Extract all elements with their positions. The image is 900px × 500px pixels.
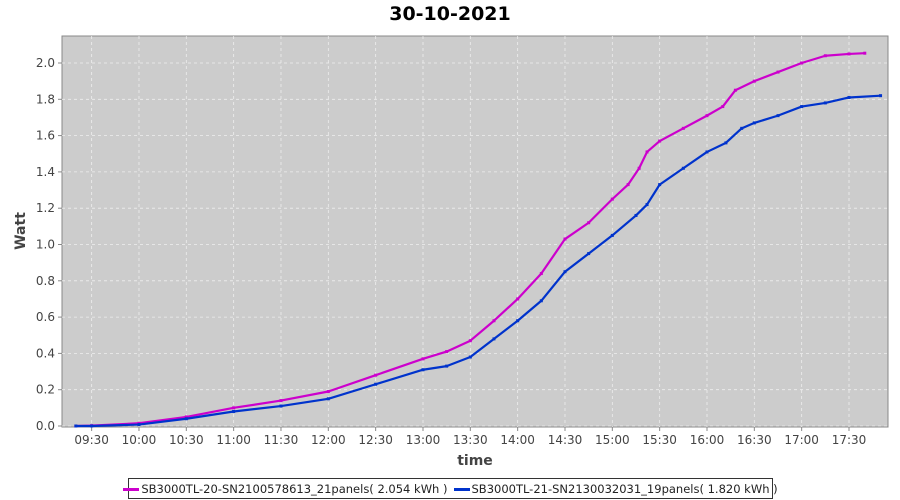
data-point	[681, 166, 685, 170]
y-tick-label: 1.2	[36, 201, 55, 215]
legend-label: SB3000TL-20-SN2100578613_21panels( 2.054…	[141, 481, 448, 496]
data-point	[610, 197, 614, 201]
x-tick-label: 12:00	[311, 433, 346, 447]
y-tick-label: 1.8	[36, 92, 55, 106]
data-point	[326, 397, 330, 401]
data-point	[587, 221, 591, 225]
series-line-1	[75, 94, 881, 428]
data-point	[184, 415, 188, 419]
y-axis-label: Watt	[13, 212, 29, 250]
y-tick-label: 0.2	[36, 383, 55, 397]
x-tick-label: 14:30	[548, 433, 583, 447]
y-tick-label: 0.0	[36, 419, 55, 433]
data-point	[823, 101, 827, 105]
data-point	[374, 373, 378, 377]
data-point	[74, 424, 78, 428]
x-tick-label: 17:30	[832, 433, 867, 447]
data-point	[90, 424, 94, 428]
x-tick-label: 11:00	[216, 433, 251, 447]
data-point	[658, 183, 662, 187]
chart-title: 30-10-2021	[389, 3, 511, 25]
x-tick-label: 12:30	[358, 433, 393, 447]
data-point	[610, 233, 614, 237]
legend-swatch	[123, 487, 140, 491]
data-point	[645, 203, 649, 207]
data-point	[232, 406, 236, 410]
data-point	[634, 213, 638, 217]
x-tick-label: 15:00	[595, 433, 630, 447]
data-point	[658, 139, 662, 143]
x-tick-label: 14:00	[500, 433, 535, 447]
data-point	[823, 54, 827, 58]
x-tick-label: 10:00	[122, 433, 157, 447]
legend-label: SB3000TL-21-SN2130032031_19panels( 1.820…	[471, 481, 778, 496]
data-point	[705, 150, 709, 154]
data-point	[800, 105, 804, 109]
data-point	[563, 270, 567, 274]
y-tick-label: 0.6	[36, 310, 55, 324]
data-point	[516, 319, 520, 323]
data-point	[847, 52, 851, 56]
data-point	[492, 337, 496, 341]
x-tick-label: 13:30	[453, 433, 488, 447]
data-point	[232, 409, 236, 413]
data-point	[645, 150, 649, 154]
y-tick-label: 1.6	[36, 129, 55, 143]
data-point	[637, 166, 641, 170]
data-point	[184, 417, 188, 421]
x-axis-label: time	[457, 453, 493, 469]
data-point	[681, 126, 685, 130]
legend-item-0: SB3000TL-20-SN2100578613_21panels( 2.054…	[123, 481, 448, 496]
x-tick-label: 16:30	[737, 433, 772, 447]
legend-swatch	[453, 487, 470, 491]
data-point	[626, 183, 630, 187]
data-point	[279, 404, 283, 408]
x-tick-label: 11:30	[264, 433, 299, 447]
data-point	[421, 357, 425, 361]
x-tick-label: 10:30	[169, 433, 204, 447]
data-point	[326, 390, 330, 394]
data-point	[563, 237, 567, 241]
data-point	[847, 95, 851, 99]
data-point	[879, 94, 883, 98]
data-point	[776, 70, 780, 74]
plot-area	[61, 35, 889, 428]
data-point	[705, 114, 709, 118]
data-point	[724, 141, 728, 145]
data-point	[445, 350, 449, 354]
y-tick-label: 0.4	[36, 346, 55, 360]
x-tick-label: 09:30	[74, 433, 109, 447]
data-point	[776, 114, 780, 118]
data-point	[374, 382, 378, 386]
data-point	[279, 399, 283, 403]
data-point	[421, 368, 425, 372]
y-tick-label: 2.0	[36, 56, 55, 70]
data-point	[468, 339, 472, 343]
data-point	[752, 79, 756, 83]
x-tick-label: 17:00	[784, 433, 819, 447]
data-point	[468, 355, 472, 359]
data-point	[733, 88, 737, 92]
data-point	[539, 299, 543, 303]
y-tick-label: 0.8	[36, 274, 55, 288]
data-point	[492, 319, 496, 323]
data-point	[800, 61, 804, 65]
data-point	[863, 51, 867, 55]
data-point	[137, 423, 141, 427]
data-point	[445, 364, 449, 368]
legend-item-1: SB3000TL-21-SN2130032031_19panels( 1.820…	[453, 481, 778, 496]
legend: SB3000TL-20-SN2100578613_21panels( 2.054…	[123, 478, 778, 499]
data-point	[740, 126, 744, 130]
y-tick-label: 1.4	[36, 165, 55, 179]
x-tick-label: 15:30	[642, 433, 677, 447]
x-tick-label: 16:00	[690, 433, 725, 447]
y-tick-label: 1.0	[36, 238, 55, 252]
data-point	[516, 297, 520, 301]
data-point	[752, 121, 756, 125]
x-tick-label: 13:00	[406, 433, 441, 447]
data-point	[539, 272, 543, 276]
data-point	[587, 252, 591, 256]
data-point	[721, 105, 725, 109]
